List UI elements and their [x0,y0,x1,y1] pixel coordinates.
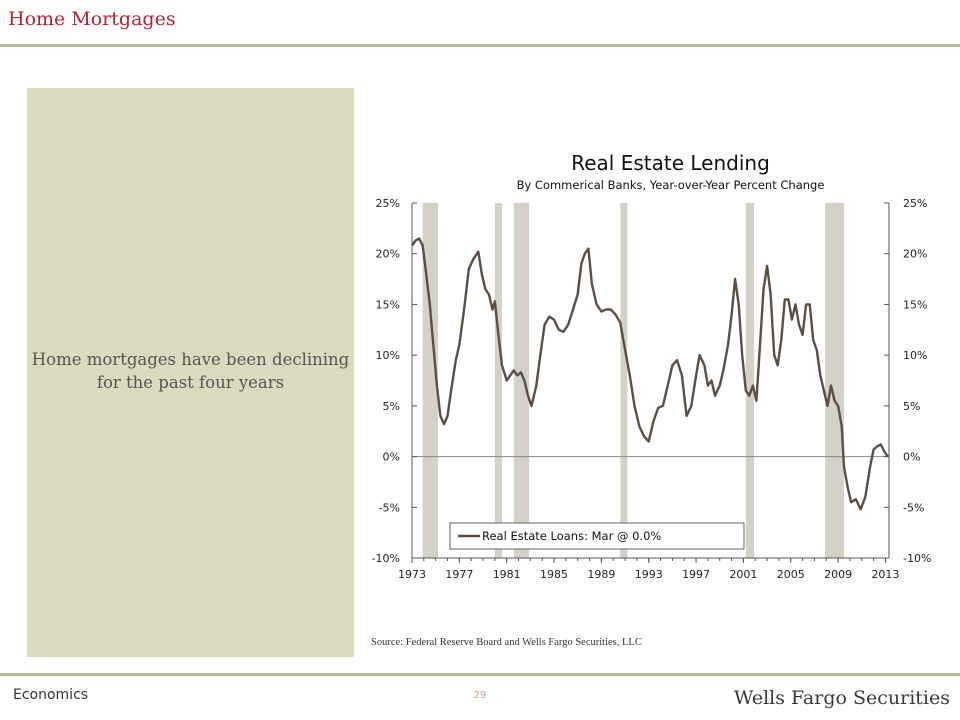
y-tick-label-left: 15% [376,298,400,311]
chart-axes [411,202,890,563]
page-number: 29 [473,690,487,701]
x-tick-label: 1989 [587,568,615,581]
y-tick-label-right: -5% [903,501,924,514]
recession-shading [422,203,845,558]
legend-box [449,522,745,550]
series-line [411,237,889,511]
source-note: Source: Federal Reserve Board and Wells … [371,637,642,648]
header-rule [0,44,960,47]
recession-bar [513,203,530,558]
y-tick-label-left: -10% [372,552,400,565]
y-tick-label-right: 20% [903,248,927,261]
footer-section-label: Economics [13,687,89,703]
chart-subtitle: By Commerical Banks, Year-over-Year Perc… [517,178,825,192]
y-tick-label-left: 0% [383,451,400,464]
chart-title: Real Estate Lending [571,151,770,175]
commentary-panel: Home mortgages have been declining for t… [27,88,354,657]
real-estate-lending-chart: 25% 25% 20% 20% 15% 15% 10% 10% 5% 5% 0% 0% -5% -5% -1… [355,140,960,590]
recession-bar [825,203,845,558]
chart-labels: 25% 25% 20% 20% 15% 15% 10% 10% 5% 5% 0% 0% -5% -5% -1… [372,151,932,581]
y-tick-label-right: 5% [903,400,920,413]
series-layer [411,237,889,511]
x-tick-label: 1973 [398,568,426,581]
recession-bar [422,203,439,558]
brand-logo: Wells Fargo Securities [733,687,950,709]
y-tick-label-right: 15% [903,298,927,311]
y-tick-label-right: 0% [903,451,920,464]
recession-bar [745,203,755,558]
y-tick-label-right: 25% [903,197,927,210]
x-tick-label: 2001 [729,568,757,581]
y-tick-label-left: -5% [379,501,400,514]
y-tick-label-right: -10% [903,552,931,565]
recession-bar [494,203,502,558]
slide-title: Home Mortgages [8,8,176,30]
x-tick-label: 1981 [493,568,521,581]
x-tick-label: 2009 [824,568,852,581]
x-tick-label: 1993 [635,568,663,581]
y-tick-label-left: 25% [376,197,400,210]
y-tick-label-left: 5% [383,400,400,413]
x-tick-label: 2013 [871,568,899,581]
y-tick-label-right: 10% [903,349,927,362]
chart-legend: Real Estate Loans: Mar @ 0.0% [449,522,745,550]
y-tick-label-left: 20% [376,248,400,261]
commentary-text: Home mortgages have been declining for t… [31,350,350,392]
x-tick-label: 1997 [682,568,710,581]
x-tick-label: 2005 [777,568,805,581]
x-tick-label: 1977 [445,568,473,581]
footer-rule [0,673,960,676]
chart-svg: 25% 25% 20% 20% 15% 15% 10% 10% 5% 5% 0% 0% -5% -5% -1… [372,151,932,581]
legend-label: Real Estate Loans: Mar @ 0.0% [482,529,661,543]
recession-bar [620,203,628,558]
x-tick-label: 1985 [540,568,568,581]
y-tick-label-left: 10% [376,349,400,362]
